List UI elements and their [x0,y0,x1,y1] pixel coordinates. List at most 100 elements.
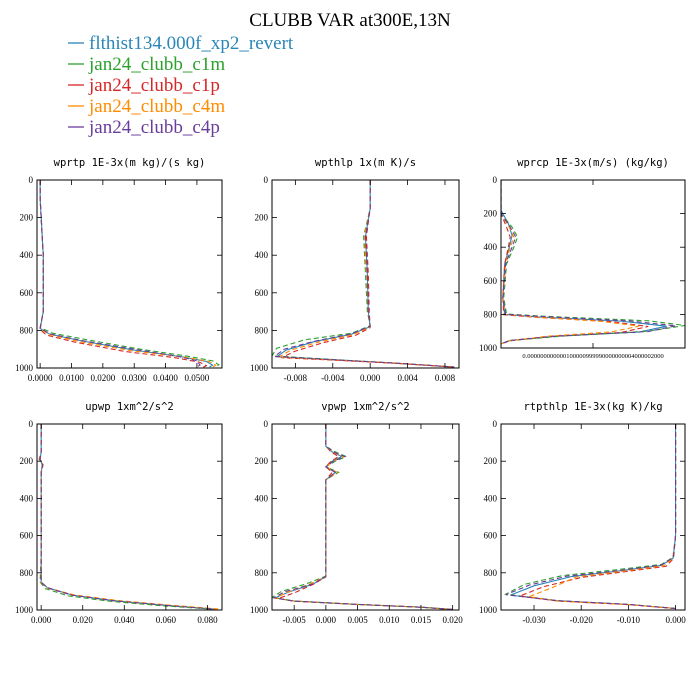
y-tick-label: 1000 [15,363,34,373]
x-tick-label: 0.010 [379,615,400,625]
y-tick-label: 400 [484,242,498,252]
series-line [39,424,214,610]
series-line [281,180,455,368]
x-tick-label: 0.005 [347,615,368,625]
y-tick-label: 200 [20,456,34,466]
series-line [275,180,455,368]
series-line [527,424,677,610]
x-tick-label: 0.020 [73,615,94,625]
y-tick-label: 1000 [479,343,498,353]
plot-frame [36,179,223,369]
x-tick-label: 0.004 [397,373,418,383]
panel-2: wpthlp 1x(m K)/s 0 200 400 600 800 1000 -0.008 -… [250,157,460,383]
y-tick-label: 800 [20,325,34,335]
x-tick-label: 0.0000 [28,373,53,383]
series-line [273,424,453,610]
x-tick-label: 0.080 [197,615,218,625]
x-tick-label: 0.008 [435,373,456,383]
y-tick-label: 800 [484,568,498,578]
panel-title: wpthlp 1x(m K)/s [315,157,416,169]
y-tick-label: 0 [29,175,34,185]
x-tick-label: -0.020 [570,615,594,625]
y-tick-label: 600 [484,276,498,286]
legend-entry: jan24_clubb_c1m [88,54,225,75]
x-tick-label: 0.000 [665,615,686,625]
y-tick-label: 0 [264,175,269,185]
panel-3: wprcp 1E-3x(m/s) (kg/kg) 0 200 400 600 800 100… [479,157,686,360]
x-tick-label: 0.0500 [185,373,210,383]
series-line [503,424,677,610]
legend-entry: jan24_clubb_c4m [88,96,225,117]
y-tick-label: 400 [484,493,498,503]
series-line [38,424,220,610]
x-tick-label: 0.020 [443,615,464,625]
y-tick-label: 800 [20,568,34,578]
series-line [39,180,217,368]
y-tick-label: 1000 [250,605,269,615]
series-line [39,180,208,368]
y-tick-label: 200 [484,209,498,219]
x-tick-label: 0.000 [360,373,381,383]
y-tick-label: 600 [255,531,269,541]
y-tick-label: 400 [255,493,269,503]
x-tick-label: -0.008 [284,373,308,383]
panel-5: vpwp 1xm^2/s^2 0 200 400 600 800 1000 -0.005 0.0… [250,401,463,625]
y-tick-label: 0 [493,175,498,185]
legend-entry: jan24_clubb_c4p [88,117,220,138]
x-tick-label: 0.0400 [153,373,178,383]
series-line [276,180,455,368]
plot-frame [271,179,460,369]
panel-title: rtpthlp 1E-3x(kg K)/kg [523,401,662,413]
x-tick-label: -0.010 [617,615,641,625]
y-tick-label: 800 [484,309,498,319]
plot-frame [500,423,686,611]
x-tick-label: 0.060 [156,615,177,625]
y-tick-label: 400 [20,493,34,503]
plot-frame [271,423,460,611]
legend: flthist134.000f_xp2_revertjan24_clubb_c1… [68,33,294,138]
y-tick-label: 400 [20,250,34,260]
plot-frame [500,179,686,349]
plot-frame [36,423,223,611]
x-tick-label: 0.0200 [90,373,115,383]
series-line [273,424,453,610]
x-tick-label: -0.005 [283,615,307,625]
y-tick-label: 400 [255,250,269,260]
panel-1: wprtp 1E-3x(m kg)/(s kg) 0 200 400 600 800 100… [15,157,223,383]
y-tick-label: 600 [484,531,498,541]
x-tick-label: -0.030 [522,615,546,625]
series-line [505,424,677,610]
x-tick-label: 0.00000000000010000099999000000000400000… [522,353,663,360]
y-tick-label: 200 [255,456,269,466]
panel-4: upwp 1xm^2/s^2 0 200 400 600 800 10000.000 0.02… [15,401,223,625]
y-tick-label: 600 [255,288,269,298]
x-tick-label: 0.0100 [59,373,84,383]
series-line [273,180,455,368]
legend-entry: jan24_clubb_c1p [88,75,220,96]
y-tick-label: 1000 [479,605,498,615]
panel-title: vpwp 1xm^2/s^2 [321,401,410,413]
y-tick-label: 1000 [250,363,269,373]
series-line [39,180,201,368]
panel-6: rtpthlp 1E-3x(kg K)/kg 0 200 400 600 800 1000 -… [479,401,686,625]
x-tick-label: 0.0300 [122,373,147,383]
y-tick-label: 200 [20,213,34,223]
y-tick-label: 800 [255,325,269,335]
series-line [38,424,212,610]
series-line [39,424,214,610]
y-tick-label: 1000 [15,605,34,615]
panels: wprtp 1E-3x(m kg)/(s kg) 0 200 400 600 800 100… [15,157,686,625]
series-line [272,424,453,610]
series-line [39,424,216,610]
series-line [276,424,453,610]
figure-title: CLUBB VAR at300E,13N [249,10,451,31]
x-tick-label: 0.000 [31,615,52,625]
series-line [501,180,640,345]
series-line [272,180,455,368]
x-tick-label: 0.000 [316,615,337,625]
y-tick-label: 200 [484,456,498,466]
y-tick-label: 600 [20,288,34,298]
x-tick-label: -0.004 [321,373,345,383]
panel-title: wprtp 1E-3x(m kg)/(s kg) [54,157,206,169]
